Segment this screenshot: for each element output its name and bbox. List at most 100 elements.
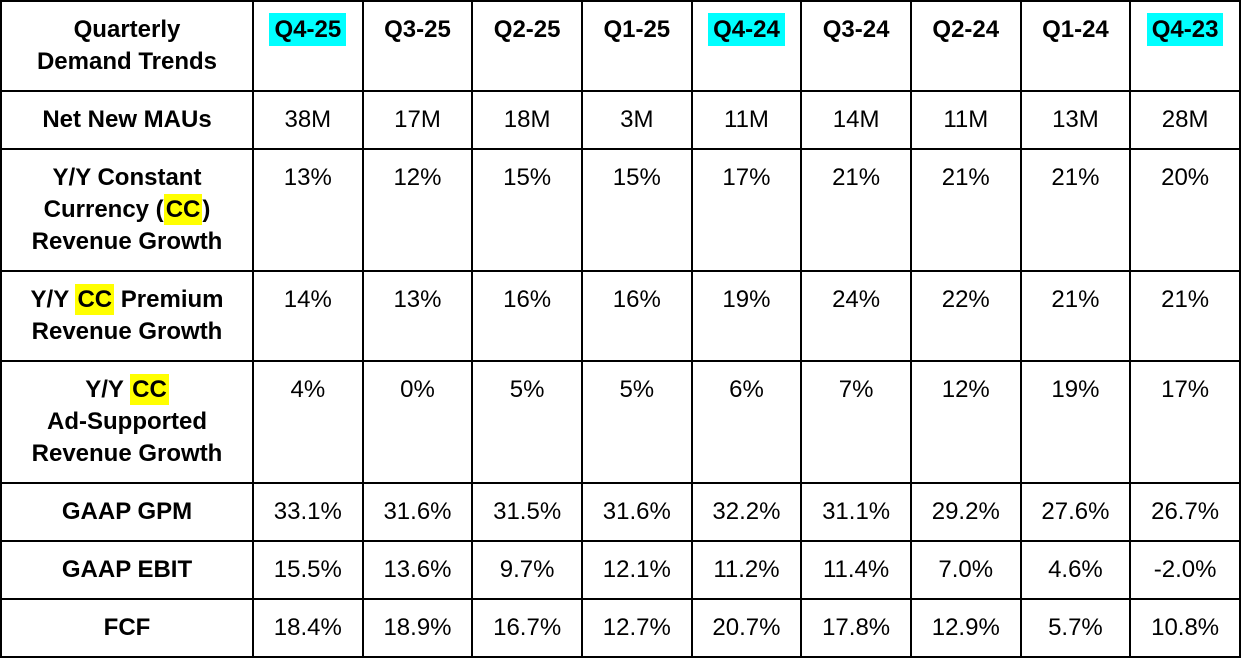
row-label-line: Y/Y CC bbox=[6, 374, 248, 406]
column-header-label: Q3-25 bbox=[384, 16, 451, 43]
column-header-label: Q2-24 bbox=[932, 16, 1000, 43]
cell-yy-cc-premium-revenue-growth-q3-24: 24% bbox=[800, 270, 912, 362]
label-text: ) bbox=[202, 196, 211, 223]
cell-yy-cc-premium-revenue-growth-q4-24: 19% bbox=[690, 270, 803, 362]
cell-yy-cc-premium-revenue-growth-q1-25: 16% bbox=[580, 270, 693, 362]
label-text: Y/Y bbox=[30, 286, 76, 313]
column-header-label-highlighted: Q4-25 bbox=[269, 13, 347, 46]
column-header-q2-24: Q2-24 bbox=[909, 0, 1022, 92]
row-label-line: Revenue Growth bbox=[6, 226, 248, 258]
label-text: Premium bbox=[114, 286, 224, 313]
cell-yy-cc-premium-revenue-growth-q3-25: 13% bbox=[361, 270, 474, 362]
cell-yy-constant-currency-revenue-growth-q4-23: 20% bbox=[1129, 148, 1241, 272]
table-row-yy-constant-currency-revenue-growth: Y/Y Constant Currency (CC) Revenue Growth 1… bbox=[0, 148, 1241, 272]
cell-gaap-gpm-q2-24: 29.2% bbox=[909, 482, 1022, 542]
cell-yy-cc-ad-supported-revenue-growth-q3-25: 0% bbox=[361, 360, 474, 484]
cell-gaap-gpm-q4-24: 32.2% bbox=[690, 482, 803, 542]
column-header-label-highlighted: Q4-23 bbox=[1146, 13, 1224, 46]
cell-gaap-gpm-q2-25: 31.5% bbox=[471, 482, 583, 542]
cell-fcf-q4-23: 10.8% bbox=[1129, 598, 1241, 658]
label-text: Net New MAUs bbox=[42, 106, 212, 133]
table-row-net-new-maus: Net New MAUs 38M 17M 18M 3M 11M 14M 11M 13M 28M bbox=[0, 90, 1241, 150]
column-header-q3-24: Q3-24 bbox=[800, 0, 912, 92]
label-text: Y/Y Constant bbox=[52, 164, 202, 191]
row-label-line: Net New MAUs bbox=[6, 104, 248, 136]
cell-fcf-q4-24: 20.7% bbox=[690, 598, 803, 658]
column-header-q4-24: Q4-24 bbox=[690, 0, 803, 92]
column-header-label: Q3-24 bbox=[822, 16, 890, 43]
table-row-gaap-gpm: GAAP GPM 33.1% 31.6% 31.5% 31.6% 32.2% 31.1% 29… bbox=[0, 482, 1241, 542]
row-label-line: GAAP GPM bbox=[6, 496, 248, 528]
column-header-label: Q1-24 bbox=[1042, 16, 1109, 43]
row-label-yy-cc-ad-supported-revenue-growth: Y/Y CC Ad-Supported Revenue Growth bbox=[0, 360, 254, 484]
column-header-q3-25: Q3-25 bbox=[361, 0, 474, 92]
row-label-line: Revenue Growth bbox=[6, 438, 248, 470]
cell-net-new-maus-q4-23: 28M bbox=[1129, 90, 1241, 150]
cell-gaap-ebit-q4-23: -2.0% bbox=[1129, 540, 1241, 600]
cell-yy-cc-premium-revenue-growth-q2-24: 22% bbox=[909, 270, 1022, 362]
cell-yy-constant-currency-revenue-growth-q2-24: 21% bbox=[909, 148, 1022, 272]
cell-yy-constant-currency-revenue-growth-q4-24: 17% bbox=[690, 148, 803, 272]
cell-gaap-gpm-q4-23: 26.7% bbox=[1129, 482, 1241, 542]
cell-net-new-maus-q3-25: 17M bbox=[361, 90, 474, 150]
cell-yy-constant-currency-revenue-growth-q1-25: 15% bbox=[580, 148, 693, 272]
cell-yy-cc-ad-supported-revenue-growth-q3-24: 7% bbox=[800, 360, 912, 484]
label-text: FCF bbox=[103, 614, 151, 641]
row-label-line: GAAP EBIT bbox=[6, 554, 248, 586]
row-label-line: Ad-Supported bbox=[6, 406, 248, 438]
label-text: Ad-Supported bbox=[47, 408, 207, 435]
row-label-line: Currency (CC) bbox=[6, 194, 248, 226]
table-row-gaap-ebit: GAAP EBIT 15.5% 13.6% 9.7% 12.1% 11.2% 11.4% 7.… bbox=[0, 540, 1241, 600]
cell-yy-cc-premium-revenue-growth-q4-23: 21% bbox=[1129, 270, 1241, 362]
cell-gaap-gpm-q3-25: 31.6% bbox=[361, 482, 474, 542]
cell-net-new-maus-q4-24: 11M bbox=[690, 90, 803, 150]
cell-yy-cc-ad-supported-revenue-growth-q4-25: 4% bbox=[252, 360, 364, 484]
label-text: Revenue Growth bbox=[31, 318, 223, 345]
cell-yy-cc-ad-supported-revenue-growth-q1-25: 5% bbox=[580, 360, 693, 484]
cell-net-new-maus-q1-24: 13M bbox=[1019, 90, 1132, 150]
cell-yy-constant-currency-revenue-growth-q4-25: 13% bbox=[252, 148, 364, 272]
header-row: Quarterly Demand Trends Q4-25 Q3-25 Q2-25 Q… bbox=[0, 0, 1241, 92]
table-title-line-2: Demand Trends bbox=[36, 48, 218, 75]
cell-gaap-ebit-q4-24: 11.2% bbox=[690, 540, 803, 600]
cell-gaap-ebit-q2-25: 9.7% bbox=[471, 540, 583, 600]
cell-fcf-q2-25: 16.7% bbox=[471, 598, 583, 658]
cell-yy-cc-ad-supported-revenue-growth-q4-24: 6% bbox=[690, 360, 803, 484]
cell-net-new-maus-q3-24: 14M bbox=[800, 90, 912, 150]
cell-yy-cc-ad-supported-revenue-growth-q4-23: 17% bbox=[1129, 360, 1241, 484]
cell-net-new-maus-q2-25: 18M bbox=[471, 90, 583, 150]
column-header-q4-25: Q4-25 bbox=[252, 0, 364, 92]
table-title-line-1: Quarterly bbox=[73, 16, 181, 43]
table-row-yy-cc-premium-revenue-growth: Y/Y CC Premium Revenue Growth 14% 13% 16% 16%… bbox=[0, 270, 1241, 362]
column-header-q4-23: Q4-23 bbox=[1129, 0, 1241, 92]
cell-net-new-maus-q4-25: 38M bbox=[252, 90, 364, 150]
row-label-gaap-ebit: GAAP EBIT bbox=[0, 540, 254, 600]
column-header-q1-25: Q1-25 bbox=[580, 0, 693, 92]
cell-gaap-gpm-q3-24: 31.1% bbox=[800, 482, 912, 542]
column-header-q1-24: Q1-24 bbox=[1019, 0, 1132, 92]
cell-yy-constant-currency-revenue-growth-q3-24: 21% bbox=[800, 148, 912, 272]
cell-yy-constant-currency-revenue-growth-q3-25: 12% bbox=[361, 148, 474, 272]
cell-net-new-maus-q1-25: 3M bbox=[580, 90, 693, 150]
cell-yy-cc-premium-revenue-growth-q2-25: 16% bbox=[471, 270, 583, 362]
cell-gaap-ebit-q1-24: 4.6% bbox=[1019, 540, 1132, 600]
table-row-yy-cc-ad-supported-revenue-growth: Y/Y CC Ad-Supported Revenue Growth 4% 0% 5% 5%… bbox=[0, 360, 1241, 484]
cell-fcf-q2-24: 12.9% bbox=[909, 598, 1022, 658]
row-label-line: Y/Y Constant bbox=[6, 162, 248, 194]
cell-yy-cc-ad-supported-revenue-growth-q1-24: 19% bbox=[1019, 360, 1132, 484]
cell-yy-constant-currency-revenue-growth-q2-25: 15% bbox=[471, 148, 583, 272]
cell-yy-cc-ad-supported-revenue-growth-q2-24: 12% bbox=[909, 360, 1022, 484]
row-label-net-new-maus: Net New MAUs bbox=[0, 90, 254, 150]
row-label-line: Revenue Growth bbox=[6, 316, 248, 348]
row-label-line: FCF bbox=[6, 612, 248, 644]
table-body: Net New MAUs 38M 17M 18M 3M 11M 14M 11M 13M 28M Y/… bbox=[0, 90, 1241, 658]
label-text: Currency ( bbox=[43, 196, 164, 223]
cell-gaap-ebit-q3-25: 13.6% bbox=[361, 540, 474, 600]
column-header-label-highlighted: Q4-24 bbox=[708, 13, 785, 46]
column-header-label: Q1-25 bbox=[603, 16, 671, 43]
label-text: Revenue Growth bbox=[31, 228, 223, 255]
cell-yy-cc-ad-supported-revenue-growth-q2-25: 5% bbox=[471, 360, 583, 484]
cell-gaap-ebit-q4-25: 15.5% bbox=[252, 540, 364, 600]
